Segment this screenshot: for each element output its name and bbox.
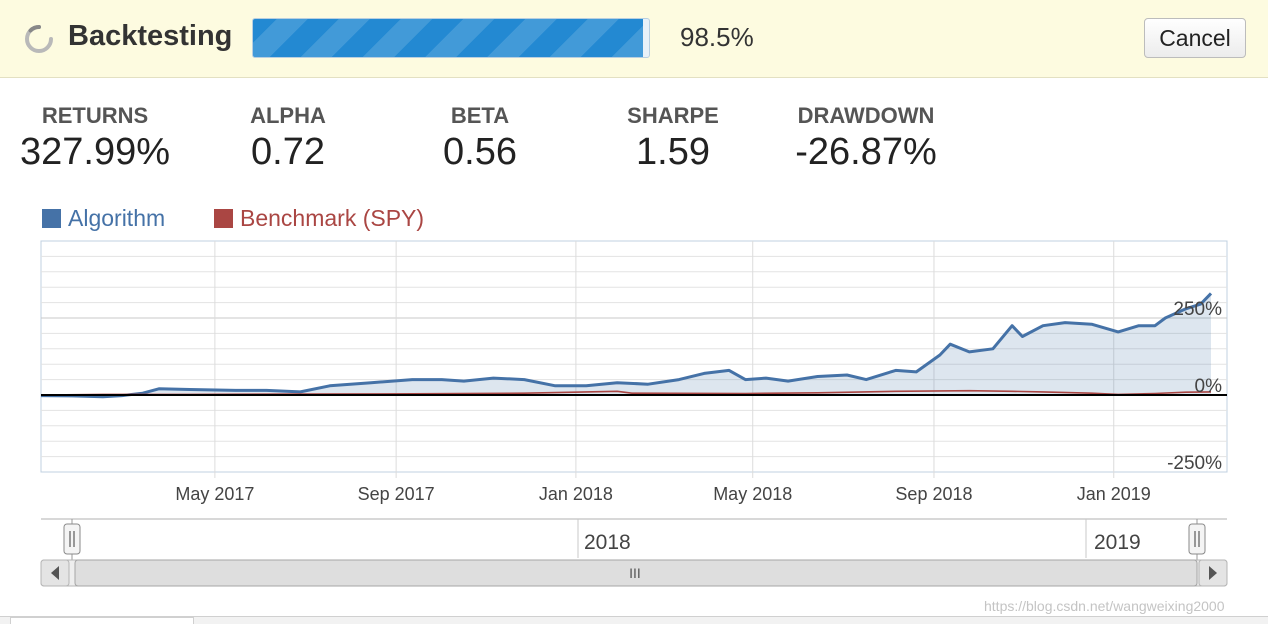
stat-label: BETA xyxy=(450,103,510,128)
y-axis-labels: 250% 0% -250% xyxy=(1167,299,1222,474)
navigator-year-label: 2019 xyxy=(1094,531,1141,554)
x-tick-label: May 2018 xyxy=(713,484,792,504)
legend-label: Benchmark (SPY) xyxy=(240,205,425,231)
navigator-year-label: 2018 xyxy=(584,531,631,554)
stat-drawdown: DRAWDOWN -26.87% xyxy=(788,102,944,174)
chevron-left-icon xyxy=(51,566,59,580)
x-tick-label: Sep 2018 xyxy=(895,484,972,504)
legend-swatch xyxy=(42,209,61,228)
x-tick-label: Sep 2017 xyxy=(358,484,435,504)
stat-value: 327.99% xyxy=(19,131,170,173)
legend-item-benchmark[interactable]: Benchmark (SPY) xyxy=(214,204,424,232)
series-line-0[interactable] xyxy=(40,292,1213,399)
watermark: https://blog.csdn.net/wangweixing2000 xyxy=(984,598,1225,614)
backtest-progress-bar xyxy=(252,18,650,58)
range-navigator[interactable]: 2018 2019 III xyxy=(40,518,1228,587)
stat-label: SHARPE xyxy=(627,103,719,128)
stat-sharpe: SHARPE 1.59 xyxy=(618,102,728,174)
backtesting-title: Backtesting xyxy=(68,20,233,52)
stat-value: 1.59 xyxy=(636,131,710,173)
y-tick-label: 0% xyxy=(1195,376,1223,397)
stat-value: 0.72 xyxy=(251,131,325,173)
legend-item-algorithm[interactable]: Algorithm xyxy=(42,204,165,232)
scrollbar-thumb[interactable] xyxy=(74,559,1198,587)
x-tick-label: May 2017 xyxy=(175,484,254,504)
x-tick-label: Jan 2018 xyxy=(539,484,613,504)
progress-fill xyxy=(253,19,644,57)
navigator-left-handle[interactable] xyxy=(63,519,81,560)
bottom-tab-strip xyxy=(0,616,1268,624)
stat-label: ALPHA xyxy=(250,103,326,128)
stat-returns: RETURNS 327.99% xyxy=(16,102,174,174)
stat-label: DRAWDOWN xyxy=(797,103,935,128)
x-axis-labels: May 2017 Sep 2017 Jan 2018 May 2018 Sep 2018… xyxy=(175,484,1150,504)
legend-swatch xyxy=(214,209,233,228)
backtest-status-bar: Backtesting 98.5% Cancel xyxy=(0,0,1268,78)
x-tick-label: Jan 2019 xyxy=(1077,484,1151,504)
stat-alpha: ALPHA 0.72 xyxy=(238,102,338,174)
chevron-right-icon xyxy=(1209,566,1217,580)
progress-percent: 98.5% xyxy=(680,22,754,52)
y-tick-label: 250% xyxy=(1173,299,1222,320)
stat-value: -26.87% xyxy=(795,131,937,173)
loading-spinner-icon xyxy=(25,24,53,53)
legend-label: Algorithm xyxy=(68,205,166,231)
y-tick-label: -250% xyxy=(1167,453,1222,474)
stat-label: RETURNS xyxy=(41,103,149,128)
plot-area xyxy=(40,240,1228,473)
cancel-button[interactable]: Cancel xyxy=(1144,18,1246,58)
navigator-right-handle[interactable] xyxy=(1188,519,1206,560)
series-layer xyxy=(40,292,1227,399)
scrollbar-grip: III xyxy=(629,565,641,581)
returns-chart: 250%0%-250% May 2017 Sep 2017 Jan 2018 May … xyxy=(40,240,1228,587)
navigator-scrollbar[interactable]: III xyxy=(40,559,1228,587)
stat-value: 0.56 xyxy=(443,131,517,173)
stat-beta: BETA 0.56 xyxy=(430,102,530,174)
bottom-tab-active[interactable] xyxy=(10,617,194,624)
